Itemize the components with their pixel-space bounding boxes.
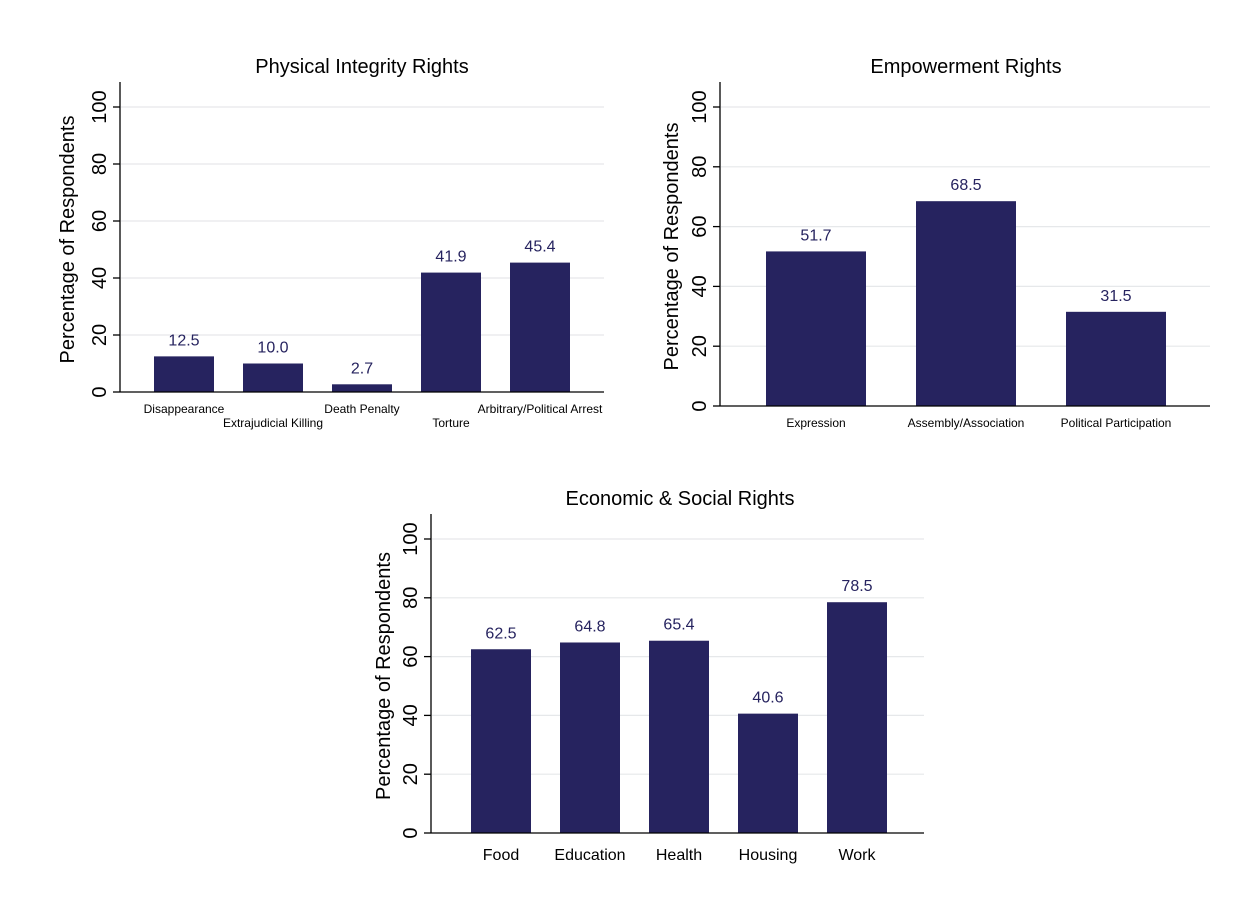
category-label-1: Assembly/Association <box>908 416 1025 430</box>
y-tick-label-20: 20 <box>689 335 711 357</box>
bar-2 <box>332 384 392 392</box>
category-label-0: Expression <box>786 416 845 430</box>
y-tick-label-0: 0 <box>689 400 711 411</box>
bar-2 <box>649 640 709 833</box>
value-label-0: 62.5 <box>485 625 516 642</box>
bar-1 <box>916 201 1016 406</box>
value-label-2: 65.4 <box>663 617 694 634</box>
bar-0 <box>766 251 866 406</box>
chart-title: Economic & Social Rights <box>566 488 795 510</box>
bar-1 <box>560 642 620 833</box>
bar-3 <box>738 713 798 833</box>
bar-2 <box>1066 311 1166 406</box>
value-label-2: 2.7 <box>351 360 373 377</box>
bar-0 <box>154 356 214 392</box>
y-tick-label-0: 0 <box>400 827 422 838</box>
y-tick-label-100: 100 <box>89 90 111 123</box>
y-axis-label: Percentage of Respondents <box>57 116 79 364</box>
value-label-1: 10.0 <box>257 340 288 357</box>
y-tick-label-20: 20 <box>400 763 422 785</box>
category-label-2: Death Penalty <box>324 402 399 416</box>
category-label-4: Arbitrary/Political Arrest <box>478 402 603 416</box>
y-tick-label-0: 0 <box>89 386 111 397</box>
category-label-2: Health <box>656 847 702 864</box>
category-label-1: Education <box>554 847 625 864</box>
value-label-3: 40.6 <box>752 690 783 707</box>
category-label-0: Food <box>483 847 519 864</box>
value-label-0: 51.7 <box>800 227 831 244</box>
y-tick-label-40: 40 <box>689 275 711 297</box>
y-tick-label-100: 100 <box>400 522 422 555</box>
empowerment-chart: 51.7 68.5 31.5 0 20 40 60 80 100 Percentage of Re… <box>661 56 1210 430</box>
value-label-4: 78.5 <box>841 578 872 595</box>
y-tick-label-80: 80 <box>400 587 422 609</box>
y-tick-label-80: 80 <box>89 153 111 175</box>
bar-1 <box>243 363 303 392</box>
value-label-0: 12.5 <box>168 332 199 349</box>
category-label-2: Political Participation <box>1061 416 1172 430</box>
y-tick-label-20: 20 <box>89 324 111 346</box>
y-tick-label-40: 40 <box>400 704 422 726</box>
value-label-2: 31.5 <box>1100 288 1131 305</box>
chart-title: Empowerment Rights <box>870 56 1061 78</box>
category-label-1: Extrajudicial Killing <box>223 416 323 430</box>
bar-3 <box>421 272 481 392</box>
category-label-4: Work <box>838 847 876 864</box>
y-axis-label: Percentage of Respondents <box>661 123 683 371</box>
bar-0 <box>471 649 531 833</box>
y-tick-label-60: 60 <box>400 645 422 667</box>
value-label-4: 45.4 <box>524 239 555 256</box>
y-axis-label: Percentage of Respondents <box>373 552 395 800</box>
bar-4 <box>827 602 887 833</box>
value-label-3: 41.9 <box>435 249 466 266</box>
physical-integrity-chart: 12.5 10.0 2.7 41.9 45.4 0 20 40 60 80 100 Percentag… <box>57 56 604 430</box>
value-label-1: 68.5 <box>950 177 981 194</box>
y-tick-label-100: 100 <box>689 90 711 123</box>
chart-title: Physical Integrity Rights <box>255 56 468 78</box>
value-label-1: 64.8 <box>574 618 605 635</box>
y-tick-label-60: 60 <box>89 210 111 232</box>
bar-4 <box>510 262 570 392</box>
category-label-0: Disappearance <box>144 402 225 416</box>
y-tick-label-80: 80 <box>689 156 711 178</box>
y-tick-label-40: 40 <box>89 267 111 289</box>
economic-social-chart: 62.5 64.8 65.4 40.6 78.5 0 20 40 60 80 100Percenta… <box>373 488 924 864</box>
category-label-3: Housing <box>739 847 798 864</box>
category-label-3: Torture <box>432 416 470 430</box>
y-tick-label-60: 60 <box>689 215 711 237</box>
